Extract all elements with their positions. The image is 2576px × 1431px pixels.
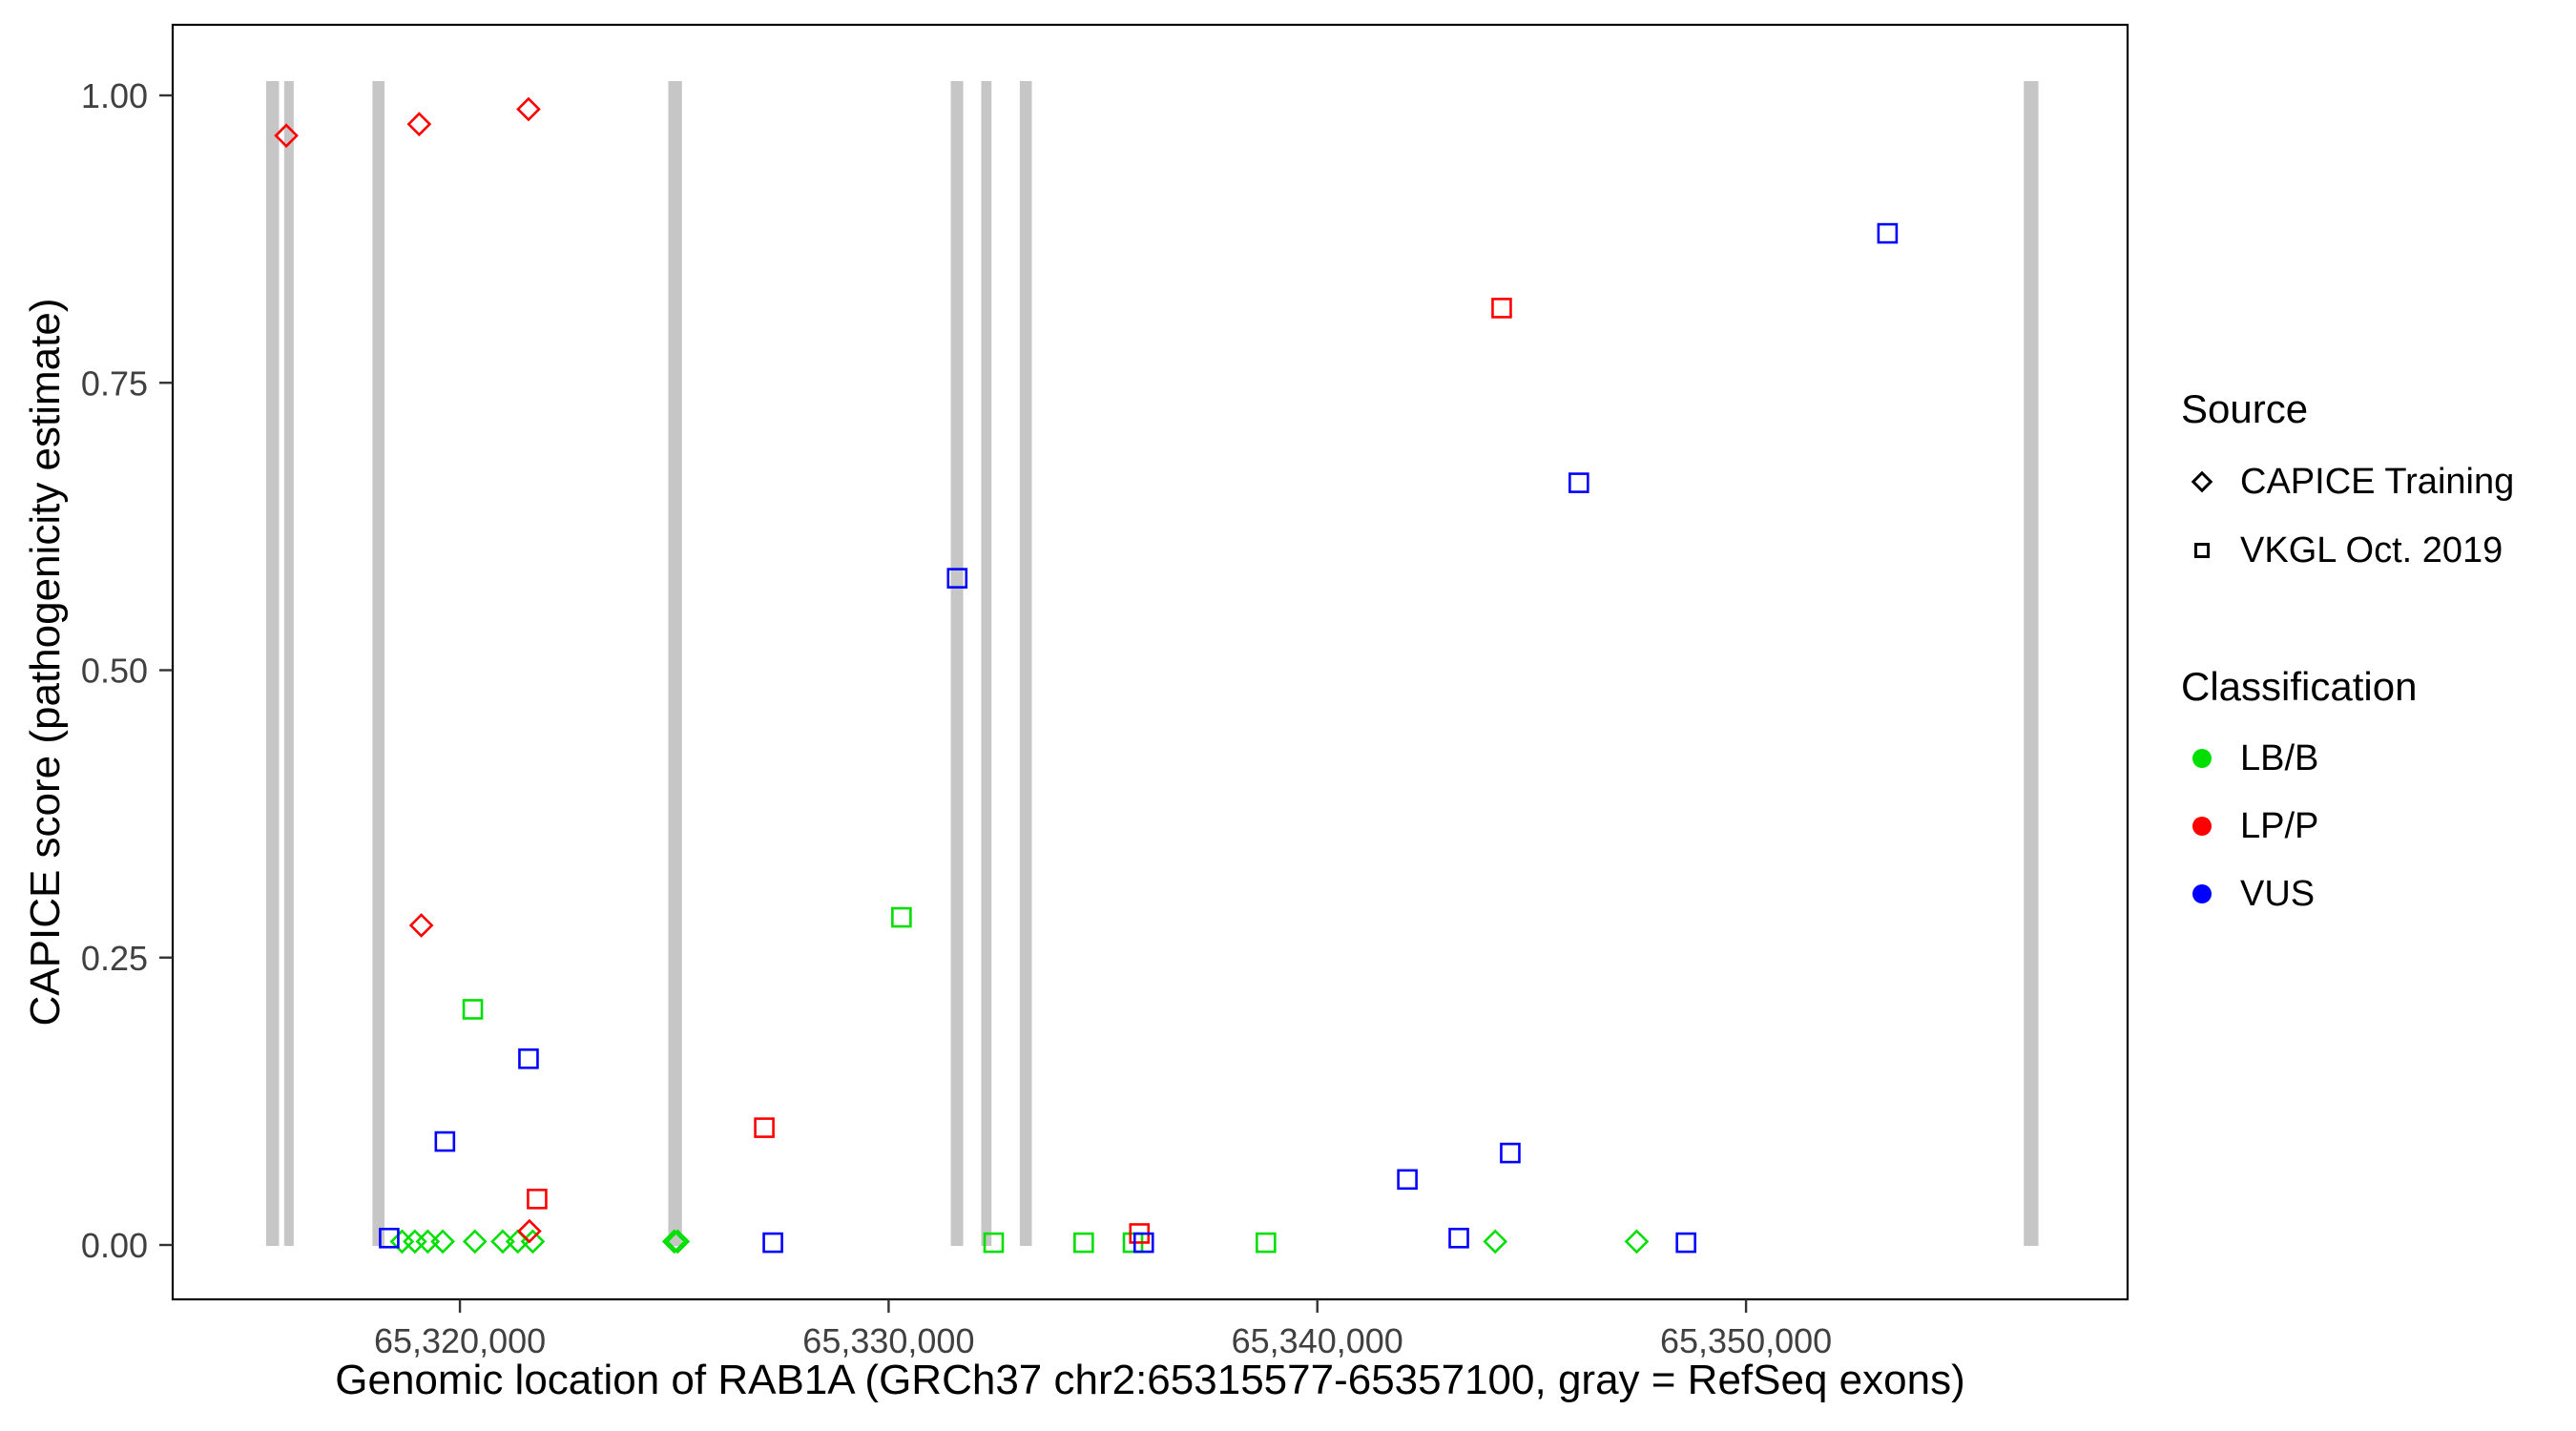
refseq-exon-bar bbox=[372, 81, 384, 1246]
y-tick-label: 0.50 bbox=[81, 652, 148, 691]
legend-key bbox=[2181, 884, 2223, 903]
legend: Source CAPICE Training VKGL Oct. 2019 Cl… bbox=[2181, 0, 2576, 1431]
data-point-diamond bbox=[490, 1229, 515, 1255]
data-point-diamond bbox=[389, 1229, 415, 1255]
green-circle-icon bbox=[2192, 749, 2212, 768]
legend-item-label: VKGL Oct. 2019 bbox=[2240, 529, 2503, 570]
x-tick-label: 65,350,000 bbox=[1660, 1321, 1832, 1360]
refseq-exon-bar bbox=[950, 81, 964, 1246]
data-point-square bbox=[946, 568, 968, 589]
legend-item-vkgl: VKGL Oct. 2019 bbox=[2181, 527, 2503, 574]
data-point-square bbox=[1448, 1227, 1469, 1249]
refseq-exon-bar bbox=[668, 81, 682, 1246]
refseq-exon-bar bbox=[1019, 81, 1032, 1246]
legend-source-title: Source bbox=[2181, 386, 2309, 431]
data-point-diamond bbox=[406, 112, 432, 136]
data-point-square bbox=[1568, 472, 1589, 493]
data-point-diamond bbox=[408, 913, 434, 938]
data-point-square bbox=[462, 999, 484, 1020]
data-point-square bbox=[762, 1232, 783, 1254]
panel-border bbox=[171, 23, 2129, 1301]
data-point-diamond bbox=[505, 1229, 530, 1255]
square-icon bbox=[2194, 543, 2210, 558]
data-point-diamond bbox=[403, 1229, 427, 1255]
legend-item-label: VUS bbox=[2240, 873, 2316, 914]
legend-item-lbb: LB/B bbox=[2181, 735, 2318, 782]
legend-key bbox=[2181, 817, 2223, 836]
refseq-exon-bar bbox=[265, 81, 280, 1246]
data-point-square bbox=[1132, 1232, 1154, 1254]
data-point-square bbox=[1256, 1232, 1277, 1254]
data-point-square bbox=[1500, 1142, 1521, 1164]
data-point-diamond bbox=[462, 1229, 488, 1255]
x-tick-label: 65,340,000 bbox=[1232, 1321, 1403, 1360]
refseq-exon-bar bbox=[981, 81, 992, 1246]
data-point-diamond bbox=[516, 96, 541, 122]
data-point-square bbox=[1491, 298, 1512, 319]
data-point-square bbox=[983, 1232, 1005, 1254]
data-point-diamond bbox=[274, 123, 299, 149]
legend-classification-title: Classification bbox=[2181, 664, 2418, 709]
y-tick-label: 0.75 bbox=[81, 363, 148, 403]
data-point-diamond bbox=[517, 1218, 542, 1244]
data-point-diamond bbox=[1624, 1229, 1650, 1255]
refseq-exon-bar bbox=[2024, 81, 2039, 1246]
data-point-square bbox=[1675, 1232, 1696, 1254]
x-axis-title: Genomic location of RAB1A (GRCh37 chr2:6… bbox=[335, 1357, 1965, 1403]
data-point-square bbox=[379, 1227, 400, 1249]
data-point-square bbox=[891, 906, 912, 928]
y-tick-label: 1.00 bbox=[81, 76, 148, 115]
data-point-square bbox=[518, 1047, 539, 1069]
y-axis-title: CAPICE score (pathogenicity estimate) bbox=[22, 298, 69, 1027]
data-point-diamond bbox=[661, 1229, 687, 1255]
x-tick-label: 65,330,000 bbox=[802, 1321, 974, 1360]
legend-key bbox=[2181, 470, 2223, 493]
data-point-square bbox=[1397, 1169, 1418, 1191]
x-tick-label: 65,320,000 bbox=[374, 1321, 546, 1360]
data-point-diamond bbox=[665, 1229, 691, 1255]
data-point-diamond bbox=[520, 1229, 546, 1255]
data-point-square bbox=[1877, 222, 1899, 244]
legend-key bbox=[2181, 543, 2223, 558]
y-tick-label: 0.25 bbox=[81, 939, 148, 978]
legend-key bbox=[2181, 749, 2223, 768]
data-point-square bbox=[754, 1117, 775, 1138]
red-circle-icon bbox=[2192, 817, 2212, 836]
refseq-exon-bar bbox=[283, 81, 294, 1246]
data-point-square bbox=[1073, 1232, 1094, 1254]
data-point-diamond bbox=[415, 1229, 441, 1255]
y-tick-label: 0.00 bbox=[81, 1226, 148, 1265]
legend-item-vus: VUS bbox=[2181, 870, 2315, 918]
data-point-diamond bbox=[1483, 1229, 1508, 1255]
data-point-square bbox=[434, 1130, 456, 1152]
data-point-diamond bbox=[430, 1229, 455, 1255]
legend-item-label: LP/P bbox=[2240, 805, 2319, 846]
diamond-icon bbox=[2191, 470, 2213, 493]
legend-item-label: LB/B bbox=[2240, 737, 2319, 778]
legend-item-label: CAPICE Training bbox=[2240, 461, 2515, 502]
legend-item-capice-training: CAPICE Training bbox=[2181, 458, 2514, 506]
data-point-square bbox=[527, 1189, 548, 1210]
legend-item-lpp: LP/P bbox=[2181, 802, 2318, 850]
blue-circle-icon bbox=[2192, 884, 2212, 903]
